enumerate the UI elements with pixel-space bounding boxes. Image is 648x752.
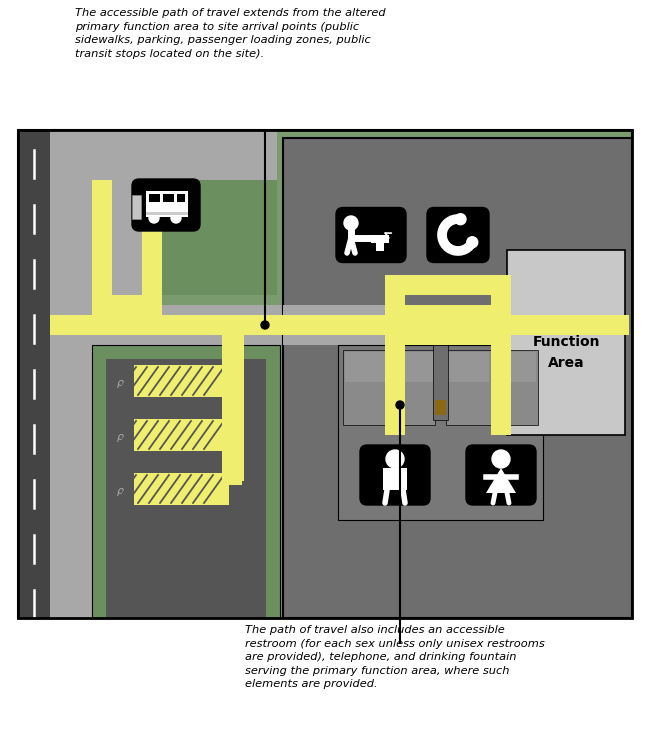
- Bar: [491, 345, 511, 435]
- Bar: [345, 352, 386, 382]
- Bar: [433, 345, 448, 420]
- Bar: [385, 345, 405, 435]
- Bar: [283, 138, 632, 618]
- FancyBboxPatch shape: [427, 208, 489, 262]
- Bar: [50, 315, 629, 335]
- Bar: [134, 365, 229, 397]
- Bar: [146, 212, 188, 215]
- Bar: [383, 468, 407, 490]
- Bar: [222, 345, 244, 481]
- Bar: [177, 194, 185, 202]
- Bar: [448, 352, 489, 382]
- Bar: [371, 235, 389, 243]
- FancyBboxPatch shape: [336, 208, 406, 262]
- Bar: [50, 305, 283, 345]
- Polygon shape: [486, 468, 516, 493]
- Bar: [50, 130, 92, 618]
- Bar: [435, 400, 446, 415]
- Circle shape: [467, 237, 478, 247]
- Bar: [493, 350, 538, 425]
- Bar: [338, 345, 543, 520]
- Circle shape: [171, 213, 181, 223]
- Bar: [163, 194, 174, 202]
- Bar: [134, 419, 229, 451]
- Bar: [376, 243, 384, 251]
- FancyBboxPatch shape: [132, 179, 200, 231]
- Bar: [507, 305, 625, 345]
- Bar: [92, 180, 142, 305]
- Bar: [146, 191, 188, 217]
- Text: Primary
Function
Area: Primary Function Area: [532, 315, 600, 370]
- Circle shape: [344, 216, 358, 230]
- Bar: [507, 250, 625, 435]
- Bar: [18, 130, 632, 618]
- Circle shape: [396, 401, 404, 409]
- Circle shape: [149, 213, 159, 223]
- Text: The accessible path of travel extends from the altered
primary function area to : The accessible path of travel extends fr…: [75, 8, 386, 59]
- Bar: [385, 275, 511, 295]
- Bar: [222, 333, 244, 345]
- Bar: [283, 305, 507, 345]
- Circle shape: [386, 450, 404, 468]
- Bar: [392, 352, 433, 382]
- Text: The path of travel also includes an accessible
restroom (for each sex unless onl: The path of travel also includes an acce…: [245, 625, 545, 690]
- Bar: [222, 425, 242, 485]
- Bar: [142, 180, 277, 295]
- Bar: [385, 305, 511, 345]
- Circle shape: [261, 321, 269, 329]
- Bar: [132, 195, 141, 219]
- Bar: [92, 180, 112, 315]
- Circle shape: [455, 214, 466, 225]
- Bar: [385, 275, 405, 305]
- Text: ρ: ρ: [117, 486, 124, 496]
- Bar: [142, 180, 162, 315]
- Text: ρ: ρ: [117, 378, 124, 388]
- Bar: [134, 473, 229, 505]
- Bar: [18, 130, 50, 618]
- Bar: [92, 345, 280, 618]
- Bar: [390, 350, 435, 425]
- Bar: [222, 335, 242, 425]
- Bar: [92, 130, 142, 295]
- Bar: [149, 194, 160, 202]
- Bar: [92, 295, 162, 315]
- Bar: [92, 295, 142, 310]
- Bar: [343, 350, 388, 425]
- FancyBboxPatch shape: [466, 445, 536, 505]
- Text: ρ: ρ: [117, 432, 124, 442]
- Bar: [495, 352, 536, 382]
- FancyBboxPatch shape: [360, 445, 430, 505]
- Bar: [446, 350, 491, 425]
- Bar: [18, 130, 632, 618]
- Bar: [106, 359, 266, 618]
- Circle shape: [492, 450, 510, 468]
- Bar: [491, 275, 511, 305]
- Bar: [92, 130, 277, 180]
